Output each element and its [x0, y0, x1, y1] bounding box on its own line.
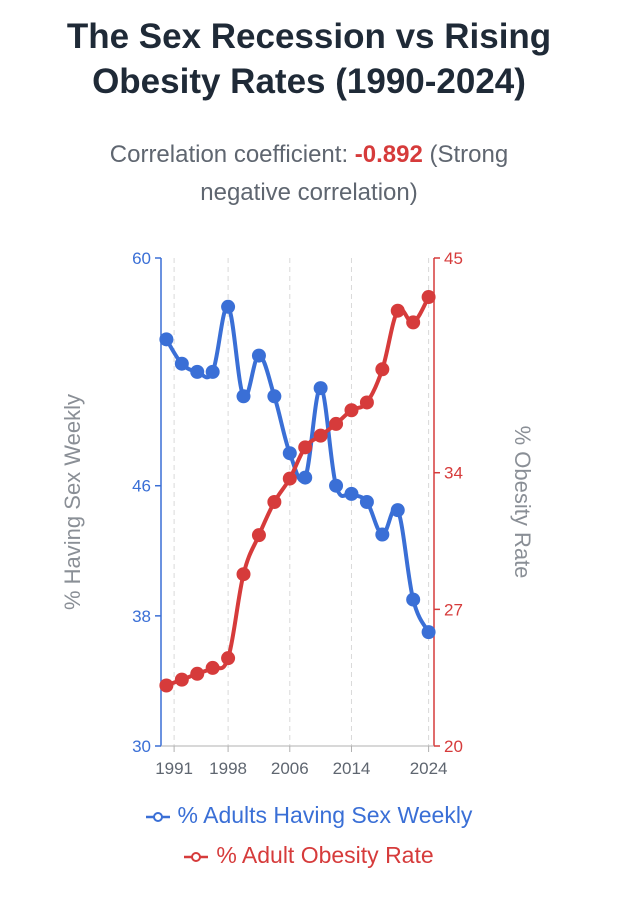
subtitle-line2: negative correlation) [200, 179, 418, 206]
chart-subtitle: Correlation coefficient: -0.892 (Strong … [60, 136, 558, 212]
data-point-obesity-1994 [190, 666, 205, 681]
data-point-sex-weekly-2022 [406, 592, 421, 607]
series-line-obesity [165, 296, 431, 688]
chart-title-line2: Obesity Rates (1990-2024) [92, 62, 526, 101]
data-point-obesity-2020 [390, 303, 405, 318]
left-tick-label-30: 30 [132, 737, 151, 756]
data-point-obesity-2022 [406, 315, 421, 330]
data-point-obesity-2004 [267, 495, 282, 509]
data-point-obesity-2002 [251, 528, 266, 543]
right-tick-label-20: 20 [444, 737, 463, 756]
left-tick-label-60: 60 [132, 249, 151, 268]
data-point-obesity-1990 [159, 678, 174, 693]
left-tick-label-38: 38 [132, 607, 151, 626]
left-axis-title: % Having Sex Weekly [60, 394, 85, 610]
data-point-sex-weekly-2000 [236, 389, 251, 404]
data-point-obesity-2016 [359, 395, 374, 410]
correlation-label: Correlation coefficient: [109, 141, 355, 168]
data-point-sex-weekly-2014 [344, 486, 359, 501]
chart-title-line1: The Sex Recession vs Rising [66, 17, 552, 56]
data-point-obesity-2006 [282, 471, 297, 486]
legend-item-obesity[interactable]: % Adult Obesity Rate [0, 840, 618, 870]
x-tick-label-2024: 2024 [410, 759, 448, 778]
data-point-sex-weekly-1992 [174, 356, 189, 371]
right-tick-label-27: 27 [444, 600, 463, 619]
data-point-obesity-2024 [421, 290, 436, 305]
right-tick-label-45: 45 [444, 249, 463, 268]
data-point-sex-weekly-1994 [190, 364, 205, 379]
data-point-obesity-1992 [174, 672, 189, 687]
data-point-obesity-2014 [344, 403, 359, 418]
data-point-obesity-2012 [329, 416, 344, 431]
right-tick-label-34: 34 [444, 464, 463, 483]
data-point-sex-weekly-2006 [282, 446, 297, 461]
series-line-sex-weekly [164, 304, 431, 634]
chart-title: The Sex Recession vs Rising Obesity Rate… [0, 14, 618, 104]
data-point-sex-weekly-2008 [298, 470, 313, 485]
data-point-obesity-1996 [205, 660, 220, 675]
data-point-obesity-2008 [298, 440, 313, 455]
data-point-sex-weekly-2002 [251, 348, 266, 363]
data-point-sex-weekly-2012 [329, 478, 344, 493]
dual-axis-line-chart: 30 38 46 60 20 27 34 45 1991 1998 2006 2014 2024 % Ha… [60, 249, 535, 778]
left-tick-label-46: 46 [132, 477, 151, 496]
legend-line-marker-blue [145, 811, 170, 822]
data-point-sex-weekly-2010 [313, 381, 328, 396]
legend-label-sex-weekly: % Adults Having Sex Weekly [177, 802, 473, 828]
data-point-sex-weekly-2020 [390, 503, 405, 518]
correlation-value: -0.892 [354, 141, 423, 168]
data-point-sex-weekly-1998 [221, 299, 236, 314]
right-axis-title: % Obesity Rate [510, 426, 535, 579]
data-point-obesity-2010 [313, 428, 328, 443]
data-point-sex-weekly-2018 [375, 527, 390, 542]
legend-item-sex-weekly[interactable]: % Adults Having Sex Weekly [0, 800, 618, 830]
x-tick-label-1998: 1998 [209, 759, 247, 778]
data-point-sex-weekly-2016 [359, 495, 374, 509]
data-point-sex-weekly-1996 [205, 364, 220, 379]
data-point-sex-weekly-2004 [267, 389, 282, 404]
data-point-obesity-2000 [236, 567, 251, 582]
x-tick-label-2014: 2014 [333, 759, 371, 778]
legend-label-obesity: % Adult Obesity Rate [216, 842, 434, 868]
legend-line-marker-red [184, 851, 209, 862]
data-point-obesity-1998 [221, 651, 236, 666]
subtitle-line1: Correlation coefficient: -0.892 (Strong [60, 136, 558, 174]
x-tick-label-1991: 1991 [155, 759, 193, 778]
data-point-sex-weekly-1990 [159, 332, 174, 347]
data-point-obesity-2018 [375, 362, 390, 377]
x-tick-label-2006: 2006 [271, 759, 309, 778]
data-point-sex-weekly-2024 [421, 625, 436, 640]
correlation-strength-open: (Strong [422, 141, 509, 168]
